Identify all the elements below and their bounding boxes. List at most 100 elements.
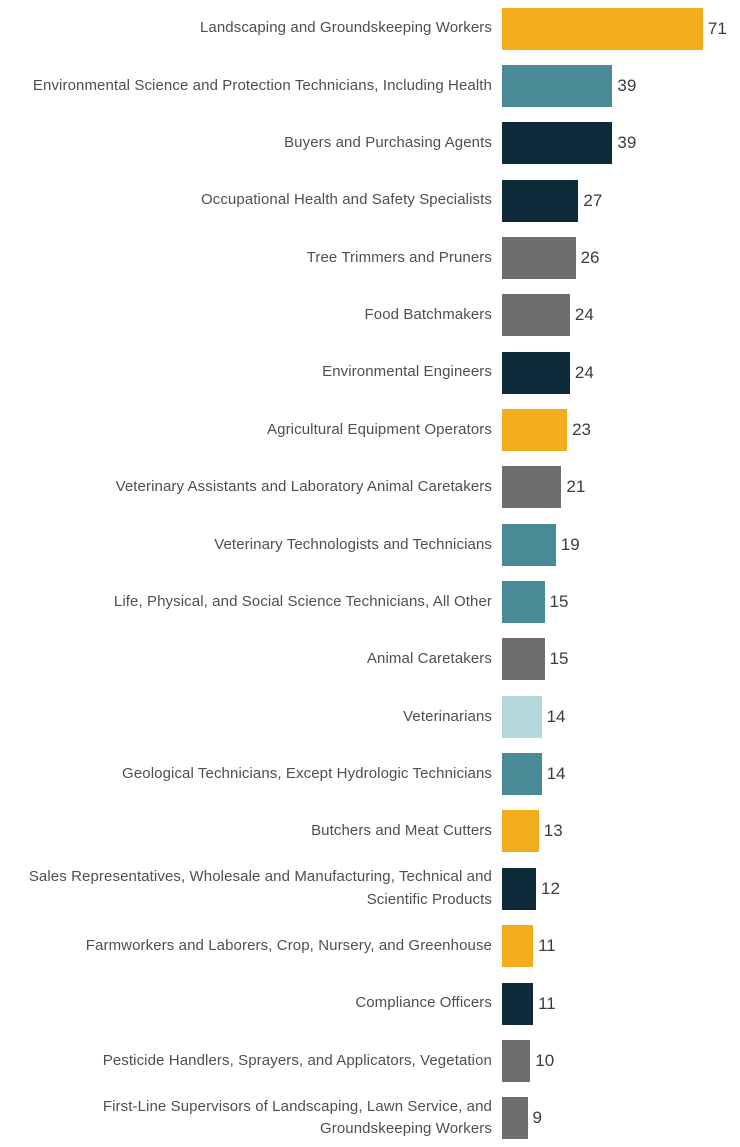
value-label: 26 [580, 248, 600, 268]
value-label: 21 [566, 477, 586, 497]
bar-navy[interactable] [502, 122, 613, 165]
bar-amber[interactable] [502, 7, 703, 50]
category-label: Compliance Officers [355, 994, 492, 1012]
value-label: 23 [572, 420, 592, 440]
chart-row: Veterinary Technologists and Technicians… [0, 516, 740, 573]
chart-row: Buyers and Purchasing Agents 39 [0, 115, 740, 172]
bar-zone: 15 [502, 573, 568, 630]
value-label: 71 [707, 18, 727, 38]
value-label: 14 [546, 706, 566, 726]
bar-zone: 71 [502, 0, 727, 57]
bar-gray[interactable] [502, 638, 545, 681]
bar-navy[interactable] [502, 982, 534, 1025]
value-label: 24 [574, 362, 594, 382]
category-label: Animal Caretakers [366, 650, 492, 668]
bar-zone: 27 [502, 172, 602, 229]
category-label: Veterinarians [403, 707, 492, 725]
chart-row: Sales Representatives, Wholesale and Man… [0, 860, 740, 917]
value-label: 11 [538, 936, 556, 956]
chart-row: Food Batchmakers 24 [0, 287, 740, 344]
category-label: Butchers and Meat Cutters [311, 822, 492, 840]
category-label: First-Line Supervisors of Landscaping, L… [102, 1097, 492, 1138]
chart-row: Veterinary Assistants and Laboratory Ani… [0, 459, 740, 516]
bar-gray[interactable] [502, 1039, 531, 1082]
bar-teal[interactable] [502, 581, 545, 624]
chart-row: Compliance Officers 11 [0, 975, 740, 1032]
value-label: 15 [549, 592, 569, 612]
category-label: Sales Representatives, Wholesale and Man… [28, 868, 492, 908]
category-label: Geological Technicians, Except Hydrologi… [122, 764, 492, 782]
value-label: 12 [541, 878, 560, 898]
bar-teal[interactable] [502, 523, 556, 566]
category-label: Veterinary Assistants and Laboratory Ani… [115, 478, 492, 496]
category-label: Tree Trimmers and Pruners [306, 248, 492, 266]
chart-row: First-Line Supervisors of Landscaping, L… [0, 1090, 740, 1147]
chart-row: Agricultural Equipment Operators 23 [0, 401, 740, 458]
chart-row: Butchers and Meat Cutters 13 [0, 803, 740, 860]
value-label: 24 [574, 305, 594, 325]
value-label: 9 [532, 1108, 542, 1128]
bar-zone: 13 [502, 803, 563, 860]
category-label: Life, Physical, and Social Science Techn… [113, 592, 492, 610]
bar-navy[interactable] [502, 351, 570, 394]
value-label: 27 [583, 190, 603, 210]
value-label: 14 [546, 764, 566, 784]
category-label: Pesticide Handlers, Sprayers, and Applic… [102, 1051, 492, 1069]
chart-row: Tree Trimmers and Pruners 26 [0, 229, 740, 286]
value-label: 19 [560, 534, 580, 554]
bar-zone: 26 [502, 229, 600, 286]
value-label: 15 [549, 649, 569, 669]
bar-gray[interactable] [502, 466, 562, 509]
chart-row: Landscaping and Groundskeeping Workers 7… [0, 0, 740, 57]
bar-zone: 9 [502, 1090, 542, 1147]
category-label: Buyers and Purchasing Agents [284, 134, 492, 152]
category-label: Environmental Science and Protection Tec… [32, 76, 492, 94]
category-label: Environmental Engineers [322, 363, 492, 381]
bar-gray[interactable] [502, 294, 570, 337]
bar-zone: 39 [502, 57, 636, 114]
chart-row: Life, Physical, and Social Science Techn… [0, 573, 740, 630]
bar-zone: 21 [502, 459, 585, 516]
bar-zone: 10 [502, 1032, 554, 1089]
bar-zone: 15 [502, 631, 568, 688]
chart-row: Veterinarians 14 [0, 688, 740, 745]
bar-amber[interactable] [502, 925, 534, 968]
chart-row: Pesticide Handlers, Sprayers, and Applic… [0, 1032, 740, 1089]
chart-row: Animal Caretakers 15 [0, 631, 740, 688]
chart-row: Geological Technicians, Except Hydrologi… [0, 745, 740, 802]
category-label: Veterinary Technologists and Technicians [214, 535, 492, 553]
chart-row: Environmental Science and Protection Tec… [0, 57, 740, 114]
value-label: 10 [535, 1050, 555, 1070]
bar-teal[interactable] [502, 753, 542, 796]
bar-gray[interactable] [502, 1097, 528, 1140]
bar-gray[interactable] [502, 237, 576, 280]
bar-zone: 24 [502, 287, 594, 344]
bar-zone: 11 [502, 918, 556, 975]
bar-zone: 24 [502, 344, 594, 401]
bar-light_blue[interactable] [502, 695, 542, 738]
bar-zone: 19 [502, 516, 580, 573]
bar-navy[interactable] [502, 179, 579, 222]
value-label: 39 [617, 76, 637, 96]
category-label: Landscaping and Groundskeeping Workers [199, 19, 492, 37]
value-label: 13 [543, 821, 563, 841]
category-label: Farmworkers and Laborers, Crop, Nursery,… [85, 936, 492, 954]
chart-row: Environmental Engineers 24 [0, 344, 740, 401]
bar-zone: 14 [502, 745, 566, 802]
bar-zone: 12 [502, 860, 560, 917]
bar-zone: 11 [502, 975, 556, 1032]
value-label: 39 [617, 133, 637, 153]
bar-zone: 14 [502, 688, 566, 745]
value-label: 11 [538, 993, 556, 1013]
bar-teal[interactable] [502, 65, 613, 108]
chart-row: Occupational Health and Safety Specialis… [0, 172, 740, 229]
bar-navy[interactable] [502, 867, 536, 910]
category-label: Food Batchmakers [364, 306, 492, 324]
bar-amber[interactable] [502, 810, 539, 853]
bar-amber[interactable] [502, 409, 568, 452]
bar-zone: 23 [502, 401, 591, 458]
chart-row: Farmworkers and Laborers, Crop, Nursery,… [0, 918, 740, 975]
category-label: Occupational Health and Safety Specialis… [200, 191, 492, 209]
category-label: Agricultural Equipment Operators [267, 420, 492, 438]
